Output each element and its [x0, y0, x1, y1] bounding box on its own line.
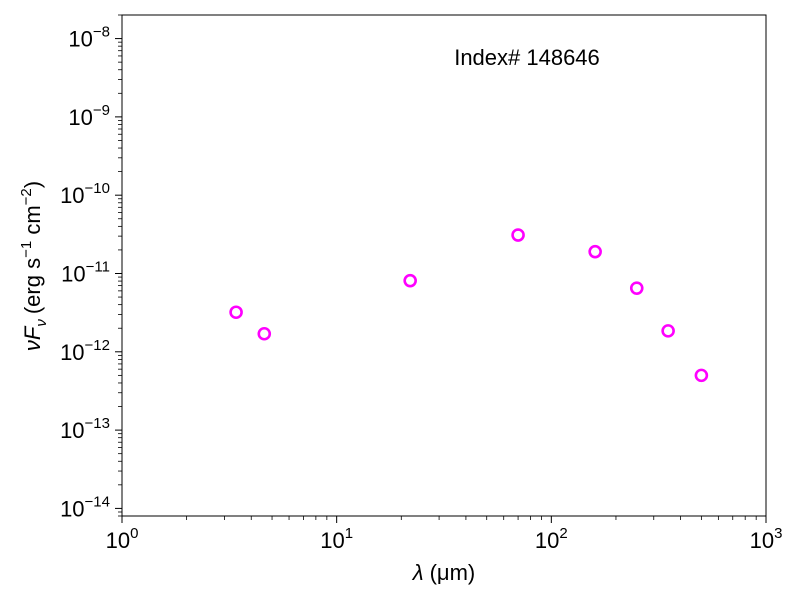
data-point: [511, 228, 525, 242]
x-tick-label: 100: [106, 525, 139, 553]
x-tick-label: 103: [750, 525, 783, 553]
data-point: [403, 273, 417, 288]
major-ticks: [115, 38, 767, 523]
y-tick-label: 10−11: [61, 258, 110, 286]
y-tick-label: 10−12: [60, 337, 110, 365]
y-axis-unit-suffix: ): [20, 181, 45, 188]
data-point: [661, 324, 675, 338]
minor-ticks: [118, 14, 757, 520]
x-tick-labels: 100 101 102 103: [106, 525, 783, 553]
y-tick-label: 10−8: [68, 24, 110, 52]
y-axis-label: νFν (erg s−1 cm−2): [18, 181, 50, 351]
plot-frame: [121, 14, 767, 517]
data-point: [588, 244, 602, 259]
y-axis-symbol: νF: [20, 325, 45, 351]
x-tick-label: 101: [320, 525, 353, 553]
y-tick-label: 10−9: [68, 102, 110, 130]
x-axis-label: λ (μm): [412, 560, 475, 585]
x-axis-symbol: λ: [412, 560, 424, 585]
y-axis-subscript: ν: [33, 319, 50, 327]
data-point: [694, 368, 709, 383]
y-tick-label: 10−13: [60, 415, 110, 443]
data-points: [229, 228, 709, 383]
y-tick-label: 10−10: [60, 180, 110, 208]
data-point: [229, 305, 243, 320]
y-tick-label: 10−14: [60, 493, 110, 521]
y-tick-labels: 10−14 10−13 10−12 10−11 10−10 10−9 10−8: [60, 24, 110, 522]
y-axis-exp1: −1: [18, 241, 35, 258]
y-axis-unit-middle: cm: [20, 205, 45, 240]
y-axis-exp2: −2: [18, 188, 35, 205]
x-axis-unit: (μm): [430, 560, 476, 585]
x-tick-label: 102: [535, 525, 568, 553]
data-point: [629, 281, 644, 295]
index-annotation: Index# 148646: [454, 45, 600, 70]
data-point: [257, 326, 272, 341]
y-axis-unit-prefix: (erg s: [20, 258, 45, 314]
